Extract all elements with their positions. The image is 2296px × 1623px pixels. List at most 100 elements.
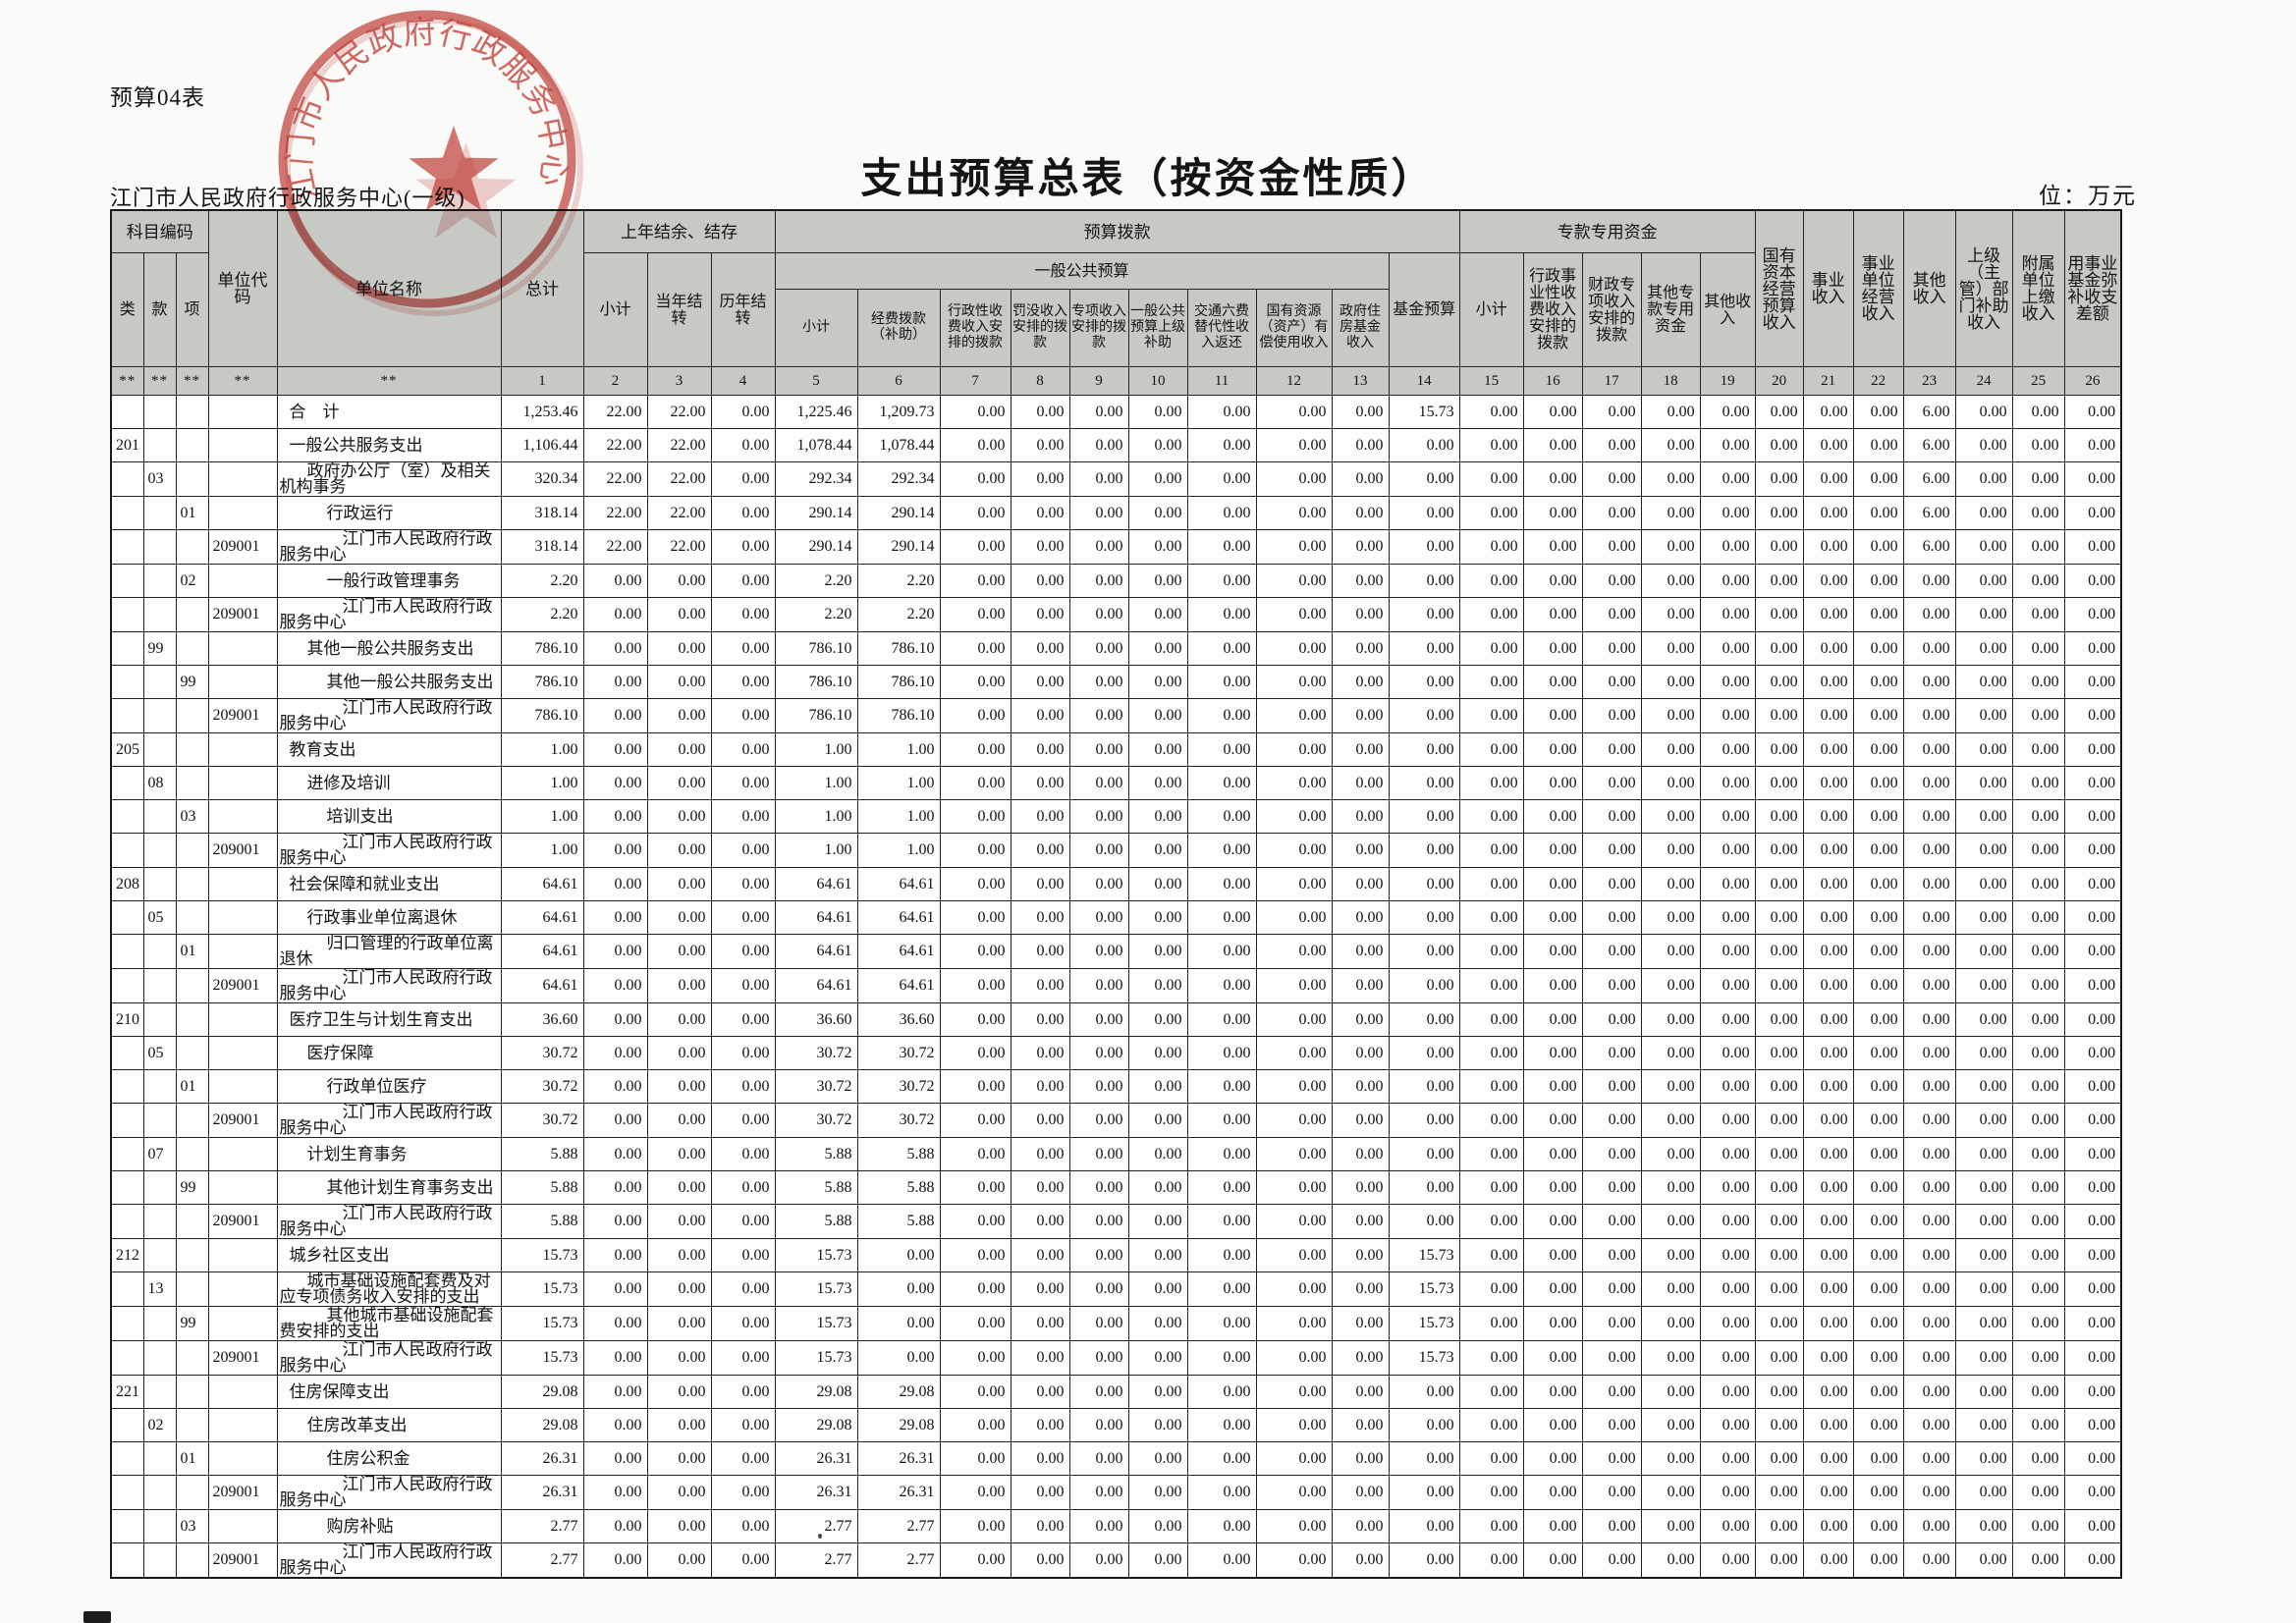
cell-value-22: 0.00 (1852, 1002, 1904, 1037)
cell-value-24: 0.00 (1954, 1036, 2013, 1070)
cell-value-4: 0.00 (710, 934, 776, 969)
cell-value-9: 0.00 (1068, 1340, 1129, 1376)
cell-value-5: 64.61 (774, 867, 858, 901)
cell-value-10: 0.00 (1127, 1441, 1188, 1476)
cell-value-26: 0.00 (2063, 900, 2122, 935)
cell-value-17: 0.00 (1581, 968, 1642, 1003)
cell-class-code (110, 766, 144, 800)
cell-value-13: 0.00 (1331, 631, 1390, 666)
cell-value-5: 29.08 (774, 1375, 858, 1409)
cell-value-2: 0.00 (582, 631, 648, 666)
cell-value-8: 0.00 (1010, 1036, 1070, 1070)
cell-value-6: 1,078.44 (856, 428, 941, 462)
cell-value-5: 29.08 (774, 1408, 858, 1442)
cell-value-12: 0.00 (1255, 665, 1333, 699)
cell-value-17: 0.00 (1581, 732, 1642, 767)
cell-value-23: 0.00 (1902, 799, 1956, 834)
cell-value-6: 0.00 (856, 1340, 941, 1376)
cell-value-3: 0.00 (646, 766, 712, 800)
table-row: 209001 江门市人民政府行政服务中心 30.72 0.00 0.00 0.00 30.7… (110, 1103, 2122, 1138)
header-admin-charge-appropriation: 行政性收费收入安排的拨款 (939, 289, 1011, 367)
cell-value-6: 2.20 (856, 597, 941, 632)
cell-value-10: 0.00 (1127, 1069, 1188, 1104)
header-carryover-group: 上年结余、结存 (582, 209, 776, 253)
cell-value-8: 0.00 (1010, 461, 1070, 497)
cell-value-8: 0.00 (1010, 428, 1070, 462)
cell-unit-code (207, 900, 278, 935)
cell-class-code (110, 698, 144, 733)
cell-value-19: 0.00 (1699, 1137, 1756, 1171)
cell-value-13: 0.00 (1331, 1375, 1390, 1409)
cell-section-code (142, 1340, 177, 1376)
cell-value-12: 0.00 (1255, 1103, 1333, 1138)
cell-value-15: 0.00 (1458, 428, 1524, 462)
cell-value-19: 0.00 (1699, 1306, 1756, 1341)
cell-value-5: 290.14 (774, 529, 858, 565)
cell-value-14: 15.73 (1388, 1271, 1460, 1307)
cell-value-25: 0.00 (2011, 1036, 2065, 1070)
cell-value-21: 0.00 (1802, 799, 1854, 834)
cell-class-code (110, 900, 144, 935)
cell-value-19: 0.00 (1699, 732, 1756, 767)
scan-artifact-bottom-left (83, 1611, 111, 1623)
cell-value-15: 0.00 (1458, 766, 1524, 800)
cell-value-24: 0.00 (1954, 1475, 2013, 1510)
cell-value-17: 0.00 (1581, 395, 1642, 429)
cell-value-16: 0.00 (1522, 1036, 1583, 1070)
cell-value-20: 0.00 (1754, 1170, 1804, 1205)
cell-value-8: 0.00 (1010, 631, 1070, 666)
cell-value-14: 0.00 (1388, 934, 1460, 969)
cell-value-19: 0.00 (1699, 1204, 1756, 1239)
cell-value-13: 0.00 (1331, 1542, 1390, 1579)
cell-value-23: 0.00 (1902, 1137, 1956, 1171)
cell-value-14: 15.73 (1388, 1340, 1460, 1376)
cell-value-15: 0.00 (1458, 597, 1524, 632)
cell-value-14: 0.00 (1388, 1170, 1460, 1205)
cell-section-code: 02 (142, 1408, 177, 1442)
cell-value-1: 15.73 (500, 1238, 584, 1272)
cell-item-code (175, 1271, 209, 1307)
cell-value-14: 0.00 (1388, 564, 1460, 598)
cell-value-18: 0.00 (1640, 1002, 1701, 1037)
cell-value-15: 0.00 (1458, 1238, 1524, 1272)
cell-value-22: 0.00 (1852, 665, 1904, 699)
header-star-mark: ** (207, 366, 278, 396)
cell-unit-name: 住房改革支出 (276, 1408, 502, 1442)
cell-value-3: 22.00 (646, 529, 712, 565)
cell-value-9: 0.00 (1068, 395, 1129, 429)
cell-item-code (175, 1036, 209, 1070)
budget-table-body: 合 计 1,253.46 22.00 22.00 0.00 1,225.46 1,209.7… (110, 395, 2122, 1579)
cell-value-14: 0.00 (1388, 732, 1460, 767)
cell-value-26: 0.00 (2063, 461, 2122, 497)
cell-value-14: 0.00 (1388, 833, 1460, 868)
cell-value-3: 0.00 (646, 564, 712, 598)
cell-unit-name: 社会保障和就业支出 (276, 867, 502, 901)
cell-section-code: 03 (142, 461, 177, 497)
cell-value-8: 0.00 (1010, 934, 1070, 969)
cell-value-13: 0.00 (1331, 900, 1390, 935)
cell-value-19: 0.00 (1699, 496, 1756, 530)
cell-value-23: 0.00 (1902, 1036, 1956, 1070)
cell-unit-code: 209001 (207, 968, 278, 1003)
header-carryover-subtotal: 小计 (582, 252, 648, 367)
cell-value-16: 0.00 (1522, 1170, 1583, 1205)
cell-value-4: 0.00 (710, 1475, 776, 1510)
cell-value-10: 0.00 (1127, 1137, 1188, 1171)
cell-value-22: 0.00 (1852, 1340, 1904, 1376)
cell-value-10: 0.00 (1127, 1340, 1188, 1376)
cell-value-4: 0.00 (710, 968, 776, 1003)
cell-value-11: 0.00 (1186, 1238, 1257, 1272)
cell-class-code (110, 1271, 144, 1307)
cell-value-11: 0.00 (1186, 597, 1257, 632)
cell-value-16: 0.00 (1522, 529, 1583, 565)
cell-value-20: 0.00 (1754, 1542, 1804, 1579)
cell-value-5: 5.88 (774, 1170, 858, 1205)
cell-value-10: 0.00 (1127, 867, 1188, 901)
page-title: 支出预算总表（按资金性质） (860, 155, 1436, 201)
cell-value-5: 290.14 (774, 496, 858, 530)
cell-value-15: 0.00 (1458, 1375, 1524, 1409)
cell-unit-name: 医疗卫生与计划生育支出 (276, 1002, 502, 1037)
cell-value-17: 0.00 (1581, 1103, 1642, 1138)
cell-value-8: 0.00 (1010, 833, 1070, 868)
cell-value-17: 0.00 (1581, 529, 1642, 565)
